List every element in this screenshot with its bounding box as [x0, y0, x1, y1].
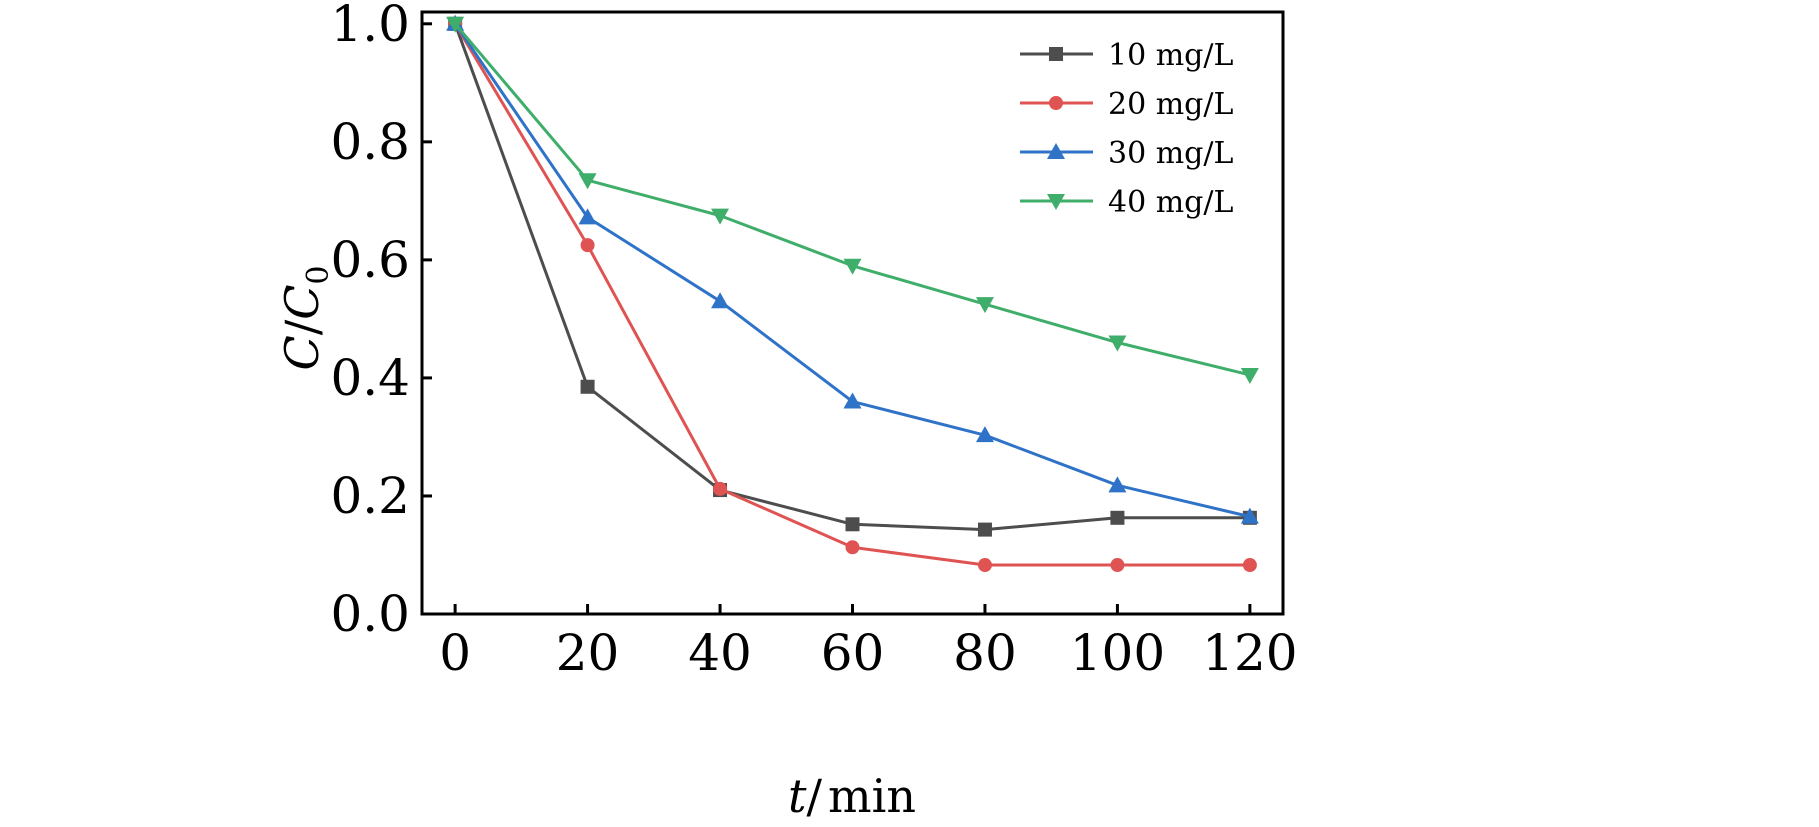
- data-point: [578, 173, 597, 190]
- x-axis-unit: min: [828, 769, 916, 823]
- data-point: [1110, 558, 1125, 573]
- data-point: [843, 392, 862, 409]
- x-axis-label: t/min: [788, 769, 916, 823]
- y-tick-label: 0.8: [330, 113, 410, 171]
- legend-item: 20 mg/L: [1020, 87, 1233, 122]
- y-tick-label: 0.4: [330, 349, 410, 407]
- data-point: [1110, 510, 1125, 525]
- x-axis-variable: t: [788, 769, 807, 823]
- y-tick-label: 0.0: [330, 585, 410, 643]
- y-tick-label: 0.6: [330, 231, 410, 289]
- y-axis-variable: C: [275, 335, 329, 370]
- data-point: [845, 517, 860, 532]
- data-point: [845, 540, 860, 555]
- x-tick-label: 80: [953, 624, 1017, 682]
- legend-label: 30 mg/L: [1108, 136, 1233, 171]
- x-tick-label: 20: [556, 624, 620, 682]
- legend-item: 30 mg/L: [1020, 136, 1233, 171]
- data-point: [580, 379, 595, 394]
- legend-item: 10 mg/L: [1020, 38, 1233, 73]
- legend-marker: [1047, 194, 1065, 210]
- legend-marker: [1049, 47, 1063, 61]
- y-axis-denominator: C: [275, 285, 329, 320]
- y-tick-label: 0.2: [330, 467, 410, 525]
- series-2: [448, 16, 1257, 573]
- data-point: [1240, 367, 1259, 384]
- data-point: [1240, 507, 1259, 524]
- series-group: [446, 14, 1259, 573]
- x-tick-label: 100: [1070, 624, 1165, 682]
- data-point: [711, 292, 730, 309]
- x-tick-label: 40: [688, 624, 752, 682]
- data-point: [580, 238, 595, 253]
- x-tick-label: 120: [1202, 624, 1297, 682]
- data-point: [975, 426, 994, 443]
- legend-item: 40 mg/L: [1020, 185, 1233, 220]
- x-axis-separator: /: [807, 769, 823, 823]
- data-point: [1108, 335, 1127, 352]
- legend-label: 40 mg/L: [1108, 185, 1233, 220]
- legend-marker: [1049, 96, 1063, 110]
- y-axis-subscript: 0: [301, 266, 336, 285]
- data-point: [1242, 558, 1257, 573]
- series-4: [446, 16, 1259, 384]
- legend-label: 20 mg/L: [1108, 87, 1233, 122]
- data-point: [977, 522, 992, 537]
- axis-ticks: 0 20 40 60 80 100 120 0.0 0.2 0.4 0.6 0.8 1.0: [330, 0, 1297, 682]
- legend: 10 mg/L 20 mg/L 30 mg/L 40 mg/L: [1020, 38, 1233, 220]
- data-point: [977, 558, 992, 573]
- data-point: [711, 208, 730, 225]
- y-axis-separator: /: [275, 319, 329, 335]
- legend-label: 10 mg/L: [1108, 38, 1233, 73]
- data-point: [713, 481, 728, 496]
- data-point: [975, 297, 994, 314]
- x-tick-label: 0: [439, 624, 471, 682]
- data-point: [578, 208, 597, 225]
- data-point: [843, 258, 862, 275]
- data-point: [446, 16, 465, 33]
- legend-marker: [1047, 143, 1065, 159]
- y-axis-label: C/C0: [275, 266, 336, 371]
- x-tick-label: 60: [821, 624, 885, 682]
- data-point: [1108, 476, 1127, 493]
- y-tick-label: 1.0: [330, 0, 410, 53]
- plot-frame: [420, 10, 1285, 616]
